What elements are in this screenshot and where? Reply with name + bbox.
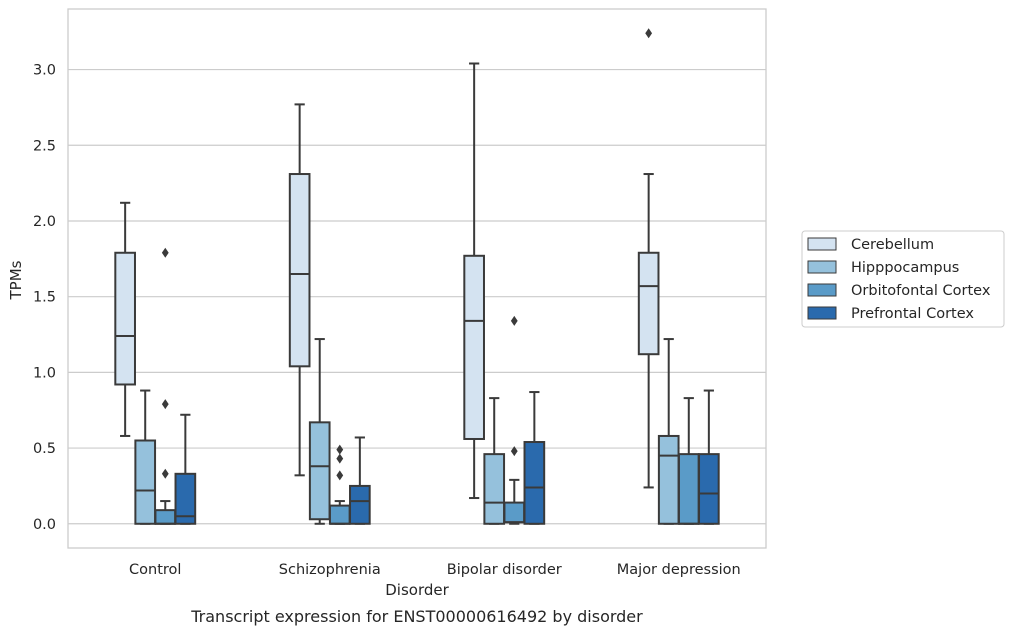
box-hipppocampus <box>657 338 680 525</box>
box-prefrontal-cortex <box>349 436 371 525</box>
box-cerebellum <box>114 201 136 437</box>
outlier-point <box>336 453 344 464</box>
legend-swatch <box>807 260 837 274</box>
outlier-point <box>161 468 169 479</box>
x-axis-ticks: Control Schizophrenia Bipolar disorder Majo… <box>129 562 741 578</box>
legend-swatch <box>807 283 837 297</box>
legend-label: Hipppocampus <box>851 260 959 276</box>
y-tick-label: 1.5 <box>33 290 56 306</box>
box-body <box>308 421 331 521</box>
y-tick-label: 2.5 <box>33 138 56 154</box>
box-orbitofontal-cortex <box>328 444 351 525</box>
box-orbitofontal-cortex <box>154 247 177 525</box>
box-prefrontal-cortex <box>698 389 720 525</box>
legend-label: Cerebellum <box>851 237 934 253</box>
outlier-point <box>161 399 169 410</box>
box-body <box>114 251 136 386</box>
box-body <box>637 251 660 356</box>
box-body <box>503 501 526 524</box>
y-axis-ticks: 0.0 0.5 1.0 1.5 2.0 2.5 3.0 <box>33 63 56 533</box>
x-tick-label: Control <box>129 562 181 578</box>
box-hipppocampus <box>483 397 506 525</box>
grid-lines <box>68 68 766 525</box>
box-hipppocampus <box>308 338 331 525</box>
outlier-point <box>645 28 653 39</box>
box-body <box>288 173 311 368</box>
chart-caption: Transcript expression for ENST0000061649… <box>190 607 643 626</box>
y-tick-label: 1.0 <box>33 365 56 381</box>
x-tick-label: Schizophrenia <box>279 562 381 578</box>
box-marks <box>114 28 720 525</box>
x-axis-label: Disorder <box>385 581 449 599</box>
outlier-point <box>336 444 344 455</box>
y-axis-label: TPMs <box>7 260 25 300</box>
box-cerebellum <box>637 28 660 489</box>
box-body <box>657 434 680 525</box>
box-body <box>154 509 177 525</box>
legend-label: Prefrontal Cortex <box>851 306 974 322</box>
outlier-point <box>336 470 344 481</box>
y-tick-label: 2.0 <box>33 214 56 230</box>
box-body <box>349 484 371 525</box>
box-body <box>483 453 506 525</box>
box-body <box>698 453 720 525</box>
box-body <box>523 441 546 525</box>
box-hipppocampus <box>134 389 157 525</box>
box-body <box>328 504 351 525</box>
legend-swatch <box>807 306 837 320</box>
box-prefrontal-cortex <box>174 413 197 525</box>
box-body <box>174 472 197 525</box>
x-tick-label: Bipolar disorder <box>447 562 562 578</box>
box-cerebellum <box>463 62 485 500</box>
box-cerebellum <box>288 103 311 477</box>
y-tick-label: 0.0 <box>33 517 56 533</box>
legend: Cerebellum Hipppocampus Orbitofontal Corte… <box>801 230 1005 328</box>
box-prefrontal-cortex <box>523 391 546 525</box>
x-tick-label: Major depression <box>617 562 741 578</box>
y-tick-label: 3.0 <box>33 63 56 79</box>
box-body <box>463 254 485 440</box>
outlier-point <box>510 446 518 457</box>
box-body <box>134 439 157 525</box>
legend-label: Orbitofontal Cortex <box>851 283 991 299</box>
outlier-point <box>510 315 518 326</box>
legend-frame <box>801 230 1005 328</box>
box-orbitofontal-cortex <box>677 397 700 525</box>
legend-swatch <box>807 237 837 251</box>
box-body <box>677 453 700 525</box>
y-tick-label: 0.5 <box>33 441 56 457</box>
box-orbitofontal-cortex <box>503 315 526 525</box>
plot-frame <box>67 8 767 549</box>
outlier-point <box>161 247 169 258</box>
